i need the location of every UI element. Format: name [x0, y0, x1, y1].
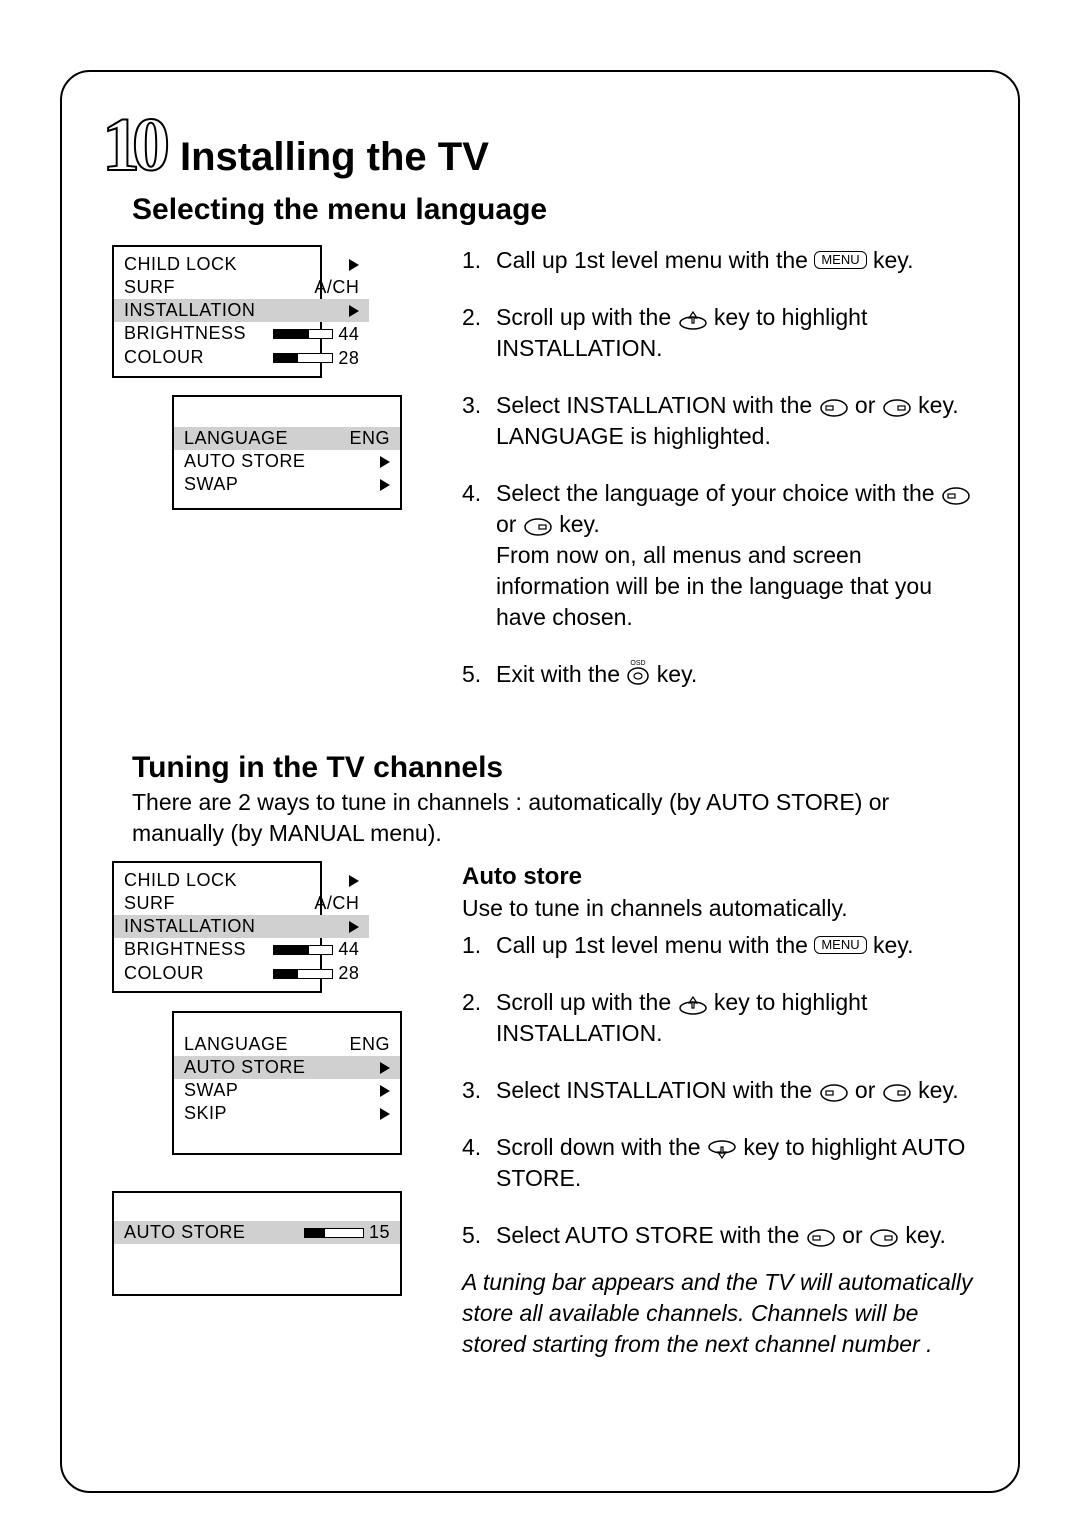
menu-row-label: SWAP — [174, 1079, 332, 1102]
menu-row-value: A/CH — [263, 892, 369, 915]
menu-row-value — [263, 915, 369, 938]
left-key-icon — [819, 1080, 849, 1100]
menu-row-value: 44 — [263, 322, 369, 346]
menu-row-label: SURF — [114, 276, 263, 299]
left-key-icon — [941, 483, 971, 503]
step: Select INSTALLATION with the or key.LANG… — [462, 390, 978, 452]
menu-row-label: LANGUAGE — [174, 1033, 332, 1056]
steps-language: Call up 1st level menu with the MENU key… — [462, 245, 978, 691]
left-key-icon — [806, 1225, 836, 1245]
menu-row-label: CHILD LOCK — [114, 869, 263, 892]
menu-row-label: AUTO STORE — [174, 450, 332, 473]
step: Exit with the OSD key. — [462, 659, 978, 690]
triangle-icon — [349, 305, 359, 317]
menu-row-label: AUTO STORE — [114, 1221, 276, 1245]
step: Scroll down with the key to highlight AU… — [462, 1132, 978, 1194]
triangle-icon — [349, 875, 359, 887]
tuning-intro: There are 2 ways to tune in channels : a… — [132, 787, 978, 849]
menu-row-label: AUTO STORE — [174, 1056, 332, 1079]
triangle-icon — [349, 259, 359, 271]
progress-bar — [273, 329, 333, 339]
step: Select the language of your choice with … — [462, 478, 978, 633]
menu-row-value: 44 — [263, 938, 369, 962]
step: Select INSTALLATION with the or key. — [462, 1075, 978, 1106]
osd-key-icon: OSD — [626, 658, 650, 686]
menu-row-value — [263, 869, 369, 892]
page-frame: 10 Installing the TV Selecting the menu … — [60, 70, 1020, 1493]
step: Scroll up with the key to highlight INST… — [462, 987, 978, 1049]
menu-row-label: SWAP — [174, 473, 332, 496]
menu-row-value — [332, 473, 400, 496]
step: Scroll up with the key to highlight INST… — [462, 302, 978, 364]
right-key-icon — [882, 395, 912, 415]
triangle-icon — [380, 456, 390, 468]
menu-row-value — [332, 1079, 400, 1102]
chapter-number: 10 — [102, 102, 162, 189]
autostore-title: Auto store — [462, 861, 978, 893]
menu-row-label: SURF — [114, 892, 263, 915]
triangle-icon — [380, 479, 390, 491]
menu-row-value: ENG — [332, 427, 400, 450]
menu-row-label: LANGUAGE — [174, 427, 332, 450]
triangle-icon — [349, 921, 359, 933]
down-key-icon — [707, 1137, 737, 1157]
step: Select AUTO STORE with the or key. — [462, 1220, 978, 1251]
chapter-title: Installing the TV — [180, 135, 489, 180]
autostore-intro: Use to tune in channels automatically. — [462, 893, 978, 924]
up-key-icon — [678, 307, 708, 327]
menu-key-icon: MENU — [814, 936, 866, 954]
step: Call up 1st level menu with the MENU key… — [462, 930, 978, 961]
progress-bar — [273, 353, 333, 363]
progress-bar — [273, 945, 333, 955]
menu-row-label: CHILD LOCK — [114, 253, 263, 276]
menu-row-value: 28 — [263, 961, 369, 985]
menu-diagram-1: CHILD LOCKSURFA/CHINSTALLATIONBRIGHTNESS… — [112, 245, 442, 565]
left-key-icon — [819, 395, 849, 415]
progress-bar — [304, 1228, 364, 1238]
menu-row-label: COLOUR — [114, 346, 263, 370]
menu-row-value: 15 — [276, 1221, 400, 1245]
menu-row-label: SKIP — [174, 1102, 332, 1125]
menu-row-value: A/CH — [263, 276, 369, 299]
menu-row-value — [263, 253, 369, 276]
triangle-icon — [380, 1085, 390, 1097]
menu-row-value — [332, 1102, 400, 1125]
menu-row-label: BRIGHTNESS — [114, 322, 263, 346]
right-key-icon — [523, 514, 553, 534]
section-title-language: Selecting the menu language — [132, 193, 978, 227]
right-key-icon — [882, 1080, 912, 1100]
svg-text:OSD: OSD — [631, 660, 646, 667]
menu-row-value: 28 — [263, 346, 369, 370]
step: Call up 1st level menu with the MENU key… — [462, 245, 978, 276]
steps-autostore: Call up 1st level menu with the MENU key… — [462, 930, 978, 1251]
menu-row-value — [263, 299, 369, 322]
right-key-icon — [869, 1225, 899, 1245]
menu-row-label: INSTALLATION — [114, 299, 263, 322]
menu-row-label: BRIGHTNESS — [114, 938, 263, 962]
up-key-icon — [678, 992, 708, 1012]
menu-diagram-2: CHILD LOCKSURFA/CHINSTALLATIONBRIGHTNESS… — [112, 861, 442, 1341]
chapter-header: 10 Installing the TV — [102, 102, 978, 189]
triangle-icon — [380, 1108, 390, 1120]
menu-row-label: COLOUR — [114, 961, 263, 985]
triangle-icon — [380, 1062, 390, 1074]
menu-key-icon: MENU — [814, 251, 866, 269]
menu-row-value — [332, 450, 400, 473]
menu-row-label: INSTALLATION — [114, 915, 263, 938]
autostore-note: A tuning bar appears and the TV will aut… — [462, 1267, 978, 1360]
menu-row-value: ENG — [332, 1033, 400, 1056]
menu-row-value — [332, 1056, 400, 1079]
section-title-tuning: Tuning in the TV channels — [132, 751, 978, 785]
progress-bar — [273, 969, 333, 979]
